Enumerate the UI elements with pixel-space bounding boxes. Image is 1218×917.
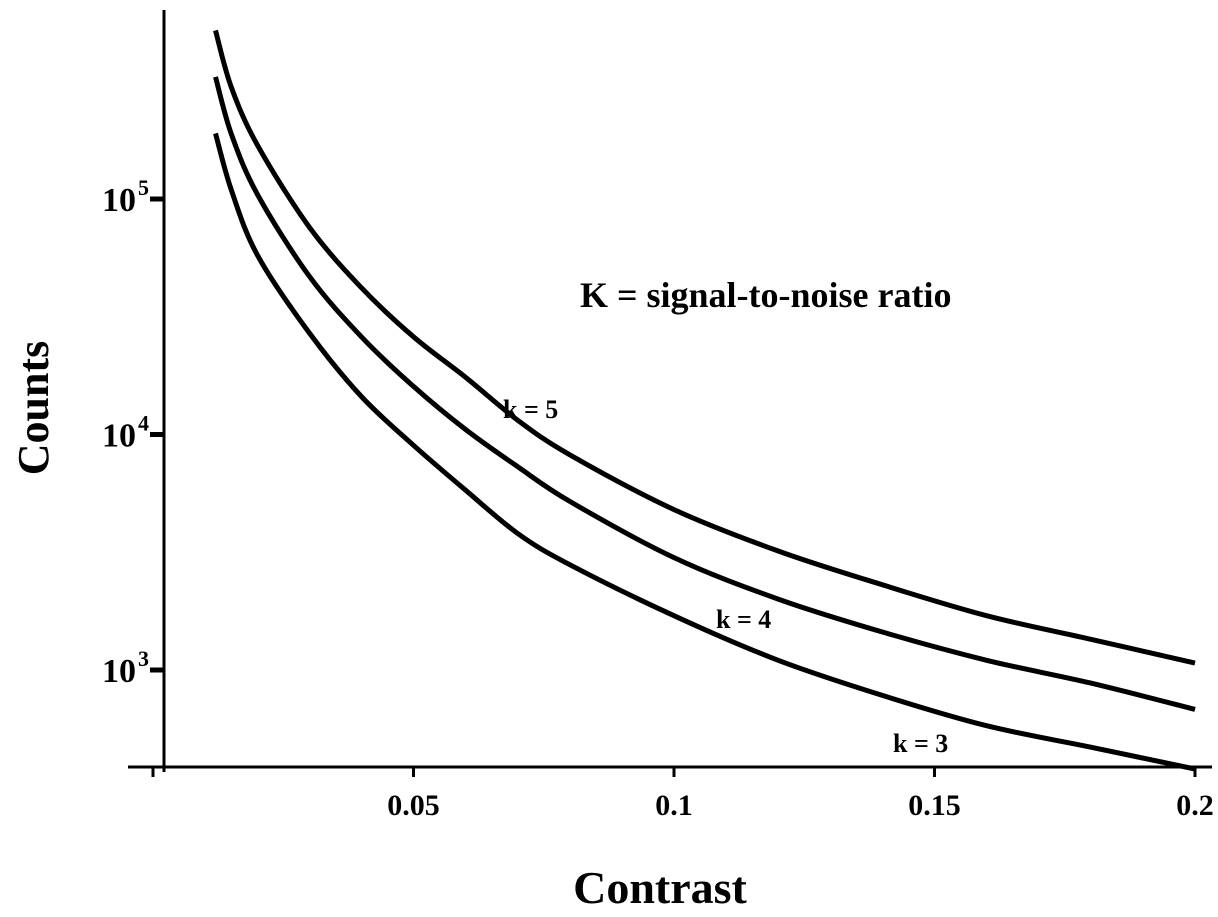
x-tick-label: 0.05 xyxy=(387,789,440,822)
y-tick-label: 104 xyxy=(102,411,149,455)
x-axis-title: Contrast xyxy=(573,862,747,913)
y-axis-title: Counts xyxy=(9,341,58,476)
x-tick-label: 0.1 xyxy=(655,789,693,822)
curve-label-k4: k = 4 xyxy=(716,605,771,634)
series-line-1 xyxy=(213,29,1196,666)
annotation-text: K = signal-to-noise ratio xyxy=(580,275,952,315)
series-line-2 xyxy=(213,76,1196,712)
axes xyxy=(128,10,1212,772)
y-tick-label: 105 xyxy=(102,175,149,219)
x-tick-label: 0.2 xyxy=(1176,789,1214,822)
x-tick-label: 0.15 xyxy=(908,789,961,822)
y-ticks: 103 104 105 xyxy=(102,175,164,690)
series-line-3 xyxy=(213,132,1196,772)
curves xyxy=(213,29,1196,772)
x-ticks: 0.05 0.1 0.15 0.2 xyxy=(151,767,1214,822)
y-tick-label: 103 xyxy=(102,646,149,690)
curve-label-k3: k = 3 xyxy=(893,729,948,758)
curve-label-k5: k = 5 xyxy=(503,395,558,424)
